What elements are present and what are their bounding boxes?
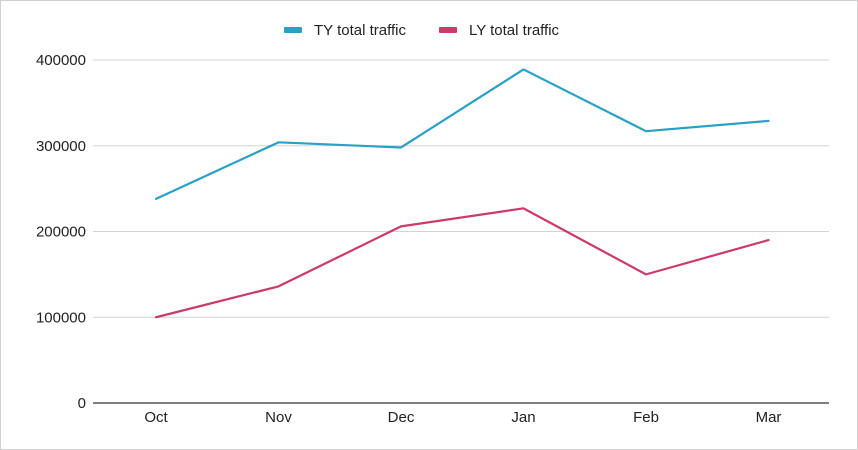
series-line-ty (154, 68, 770, 201)
y-tick-label: 100000 (36, 309, 86, 326)
x-axis-ticks: Oct Nov Dec Jan Feb Mar (144, 409, 781, 426)
y-tick-label: 0 (78, 395, 86, 412)
legend-swatch-ty (284, 27, 302, 33)
y-tick-label: 400000 (36, 52, 86, 69)
y-tick-label: 300000 (36, 138, 86, 155)
x-tick-label: Feb (633, 409, 659, 426)
legend-swatch-ly (439, 27, 457, 33)
series-lines (154, 68, 770, 319)
x-tick-label: Nov (265, 409, 292, 426)
x-tick-label: Oct (144, 409, 168, 426)
x-tick-label: Jan (511, 409, 535, 426)
x-tick-label: Dec (388, 409, 415, 426)
y-tick-label: 200000 (36, 224, 86, 241)
legend-label-ly: LY total traffic (469, 22, 560, 39)
gridlines (93, 59, 829, 318)
legend-label-ty: TY total traffic (314, 22, 406, 39)
series-line-ly (154, 207, 770, 319)
x-tick-label: Mar (756, 409, 782, 426)
legend: TY total traffic LY total traffic (284, 22, 560, 39)
y-axis-ticks: 0 100000 200000 300000 400000 (36, 52, 86, 412)
